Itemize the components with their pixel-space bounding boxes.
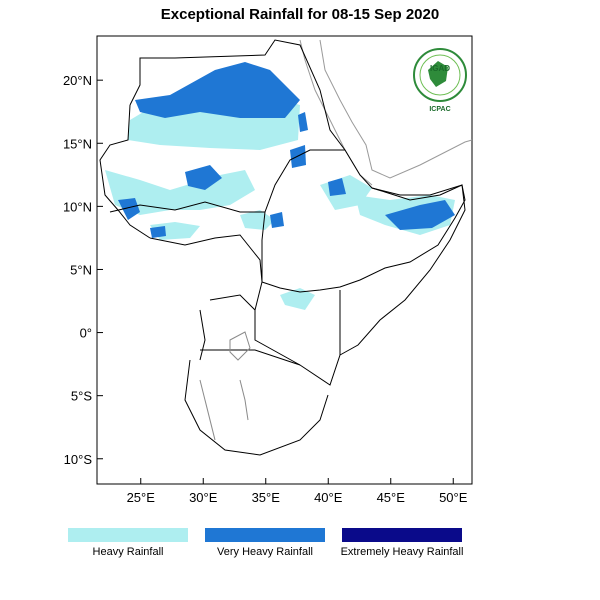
- logo-top-text: IGAD: [430, 64, 450, 73]
- latitude-ticks: 20°N 15°N 10°N 5°N 0° 5°S 10°S: [63, 73, 103, 467]
- lakes-outline: [199, 331, 251, 441]
- lat-tick-label: 5°N: [70, 262, 92, 277]
- lon-tick-label: 35°E: [252, 490, 281, 505]
- lat-tick-label: 10°S: [64, 452, 93, 467]
- map-title: Exceptional Rainfall for 08-15 Sep 2020: [160, 6, 440, 23]
- igad-logo: IGAD: [413, 48, 467, 102]
- rainfall-very-heavy: [118, 62, 455, 238]
- lon-tick-label: 45°E: [377, 490, 406, 505]
- lon-tick-label: 50°E: [439, 490, 468, 505]
- legend-swatch: [342, 528, 462, 542]
- lon-tick-label: 40°E: [314, 490, 343, 505]
- logo-bottom-text: ICPAC: [429, 106, 450, 113]
- lat-tick-label: 15°N: [63, 136, 92, 151]
- lat-tick-label: 0°: [80, 326, 92, 341]
- legend-swatch: [68, 528, 188, 542]
- legend-label: Heavy Rainfall: [92, 546, 164, 558]
- lon-tick-label: 30°E: [189, 490, 218, 505]
- lon-tick-label: 25°E: [127, 490, 156, 505]
- longitude-ticks: 25°E 30°E 35°E 40°E 45°E 50°E: [127, 478, 468, 505]
- lat-tick-label: 5°S: [71, 389, 92, 404]
- legend-label: Very Heavy Rainfall: [217, 546, 313, 558]
- lat-tick-label: 20°N: [63, 73, 92, 88]
- legend-swatch: [205, 528, 325, 542]
- lat-tick-label: 10°N: [63, 199, 92, 214]
- country-borders: [99, 39, 466, 456]
- legend-label: Extremely Heavy Rainfall: [340, 546, 464, 558]
